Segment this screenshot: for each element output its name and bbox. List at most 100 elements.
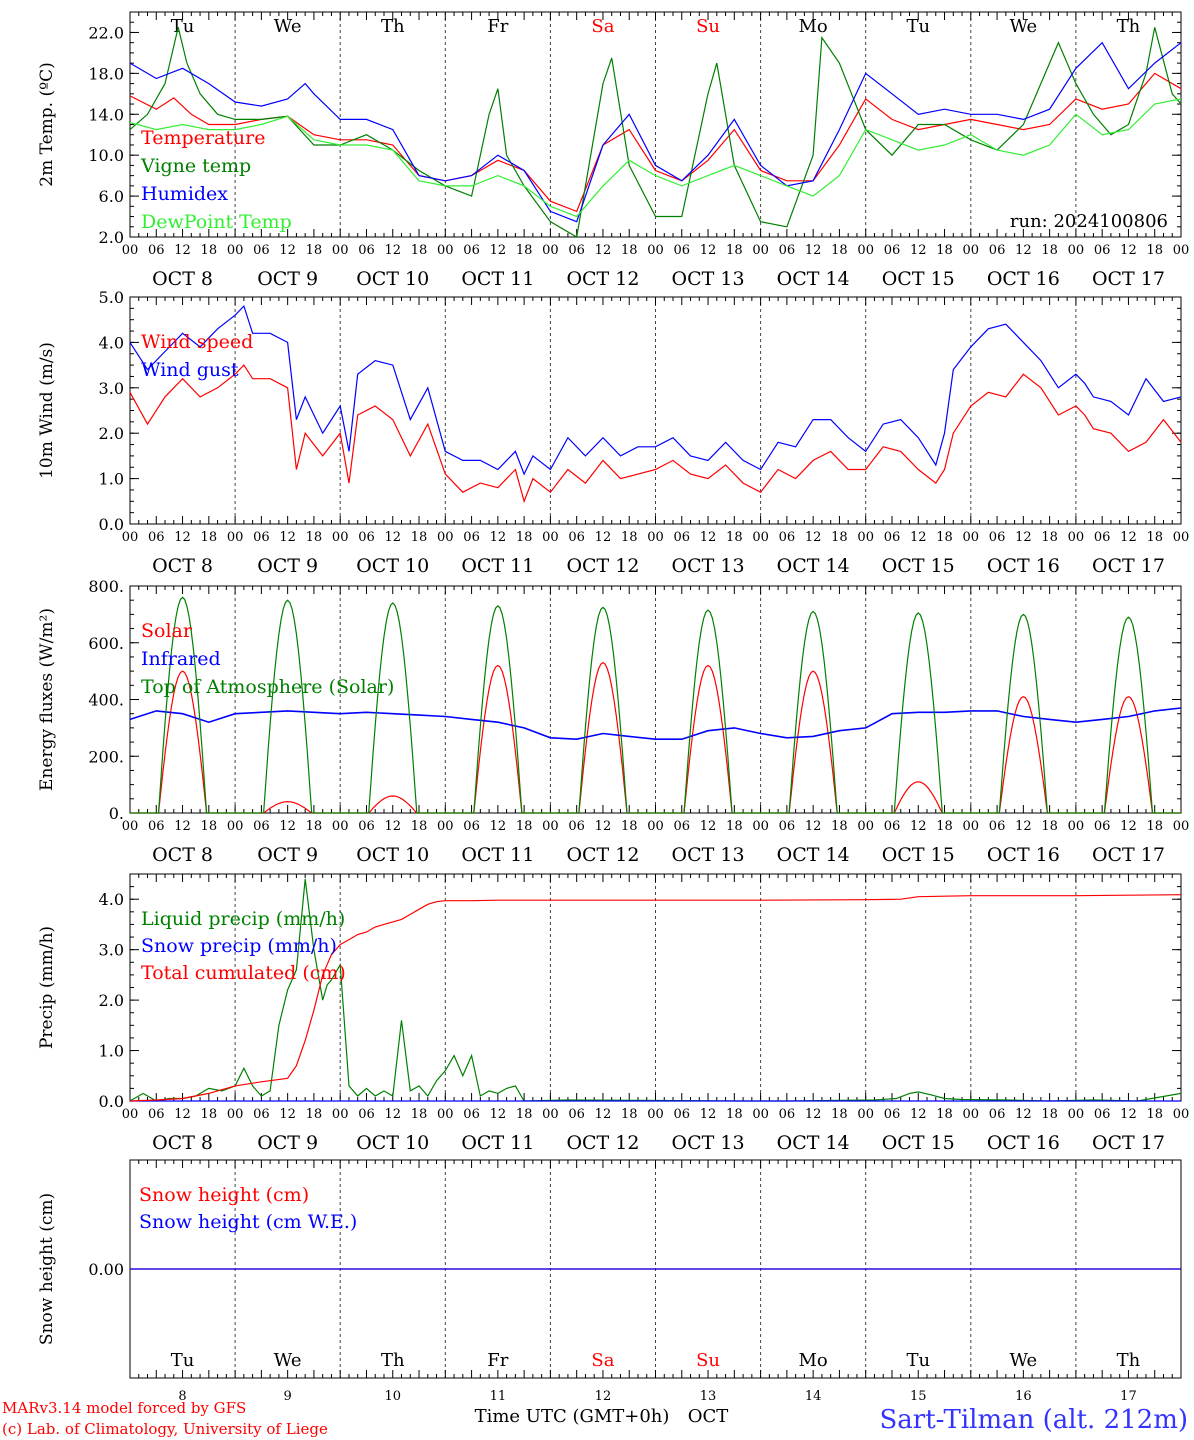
hour-tick-label: 00	[437, 530, 454, 545]
weekday-label: Mo	[799, 1350, 828, 1371]
panels: 2.0 6.0 10.0 14.0 18.0 22.0 2m Temp. (ºC) Tu We T…	[37, 11, 1189, 1404]
hour-tick-label: 00	[332, 819, 349, 834]
hour-tick-label: 12	[1120, 1107, 1137, 1122]
y-tick-label: 0.0	[99, 1092, 124, 1111]
hour-tick-label: 18	[936, 243, 953, 258]
hour-tick-label: 18	[831, 1107, 848, 1122]
hour-tick-label: 00	[122, 819, 139, 834]
hour-tick-label: 06	[989, 243, 1006, 258]
weekday-label: We	[274, 16, 302, 37]
hour-tick-label: 18	[411, 243, 428, 258]
hour-tick-label: 06	[989, 1107, 1006, 1122]
hour-tick-label: 06	[463, 243, 480, 258]
hour-tick-label: 06	[253, 1107, 270, 1122]
y-tick-label: 800.	[88, 577, 124, 596]
hour-tick-label: 06	[884, 819, 901, 834]
hour-tick-label: 00	[1173, 819, 1190, 834]
series-line	[129, 41, 1182, 223]
date-label: OCT 8	[152, 555, 213, 577]
hour-tick-label: 06	[358, 530, 375, 545]
hour-tick-label: 00	[857, 1107, 874, 1122]
hour-tick-label: 12	[174, 243, 191, 258]
legend-entry: Total cumulated (cm)	[141, 962, 346, 984]
y-tick-label: 2.0	[99, 991, 124, 1010]
y-tick-label: 22.0	[88, 23, 124, 42]
legend-entry: Snow height (cm W.E.)	[139, 1211, 357, 1233]
date-label: OCT 11	[461, 844, 534, 866]
hour-tick-label: 12	[384, 819, 401, 834]
hour-tick-label: 12	[1015, 1107, 1032, 1122]
hour-tick-label: 18	[201, 530, 218, 545]
date-label: OCT 14	[777, 555, 850, 577]
date-label: OCT 13	[672, 555, 745, 577]
date-label: OCT 11	[461, 268, 534, 290]
date-label: OCT 9	[257, 268, 318, 290]
hour-tick-label: 18	[1041, 530, 1058, 545]
date-label: OCT 11	[461, 555, 534, 577]
y-tick-label: 3.0	[99, 941, 124, 960]
y-tick-label: 3.0	[99, 379, 124, 398]
date-label: OCT 15	[882, 555, 955, 577]
date-label: OCT 17	[1092, 555, 1165, 577]
hour-tick-label: 18	[306, 1107, 323, 1122]
weekday-label: Sa	[591, 1350, 614, 1371]
hour-tick-label: 12	[490, 530, 507, 545]
date-label: OCT 17	[1092, 268, 1165, 290]
hour-tick-label: 06	[568, 243, 585, 258]
hour-tick-label: 00	[542, 243, 559, 258]
y-tick-label: 6.0	[99, 187, 124, 206]
day-number-label: 9	[284, 1389, 292, 1404]
hour-tick-label: 00	[963, 819, 980, 834]
chart-panel-3: 0. 200. 400. 600. 800. Energy fluxes (W/m²) So…	[37, 577, 1189, 866]
hour-tick-label: 18	[1041, 819, 1058, 834]
hour-tick-label: 06	[1094, 819, 1111, 834]
hour-tick-label: 06	[463, 819, 480, 834]
hour-tick-label: 00	[963, 1107, 980, 1122]
credit-line-2: (c) Lab. of Climatology, University of L…	[2, 1420, 328, 1438]
series-line	[129, 894, 1182, 1102]
weekday-label: Th	[381, 1350, 405, 1371]
hour-tick-label: 12	[1120, 530, 1137, 545]
hour-tick-label: 12	[910, 1107, 927, 1122]
hour-tick-label: 18	[306, 819, 323, 834]
hour-tick-label: 00	[647, 819, 664, 834]
hour-tick-label: 06	[779, 1107, 796, 1122]
hour-tick-label: 12	[1015, 819, 1032, 834]
hour-tick-label: 00	[227, 1107, 244, 1122]
hour-tick-label: 12	[279, 819, 296, 834]
hour-tick-label: 06	[568, 819, 585, 834]
date-label: OCT 16	[987, 1132, 1060, 1154]
hour-tick-label: 12	[595, 819, 612, 834]
y-tick-label: 4.0	[99, 890, 124, 909]
hour-tick-label: 18	[726, 1107, 743, 1122]
legend-entry: DewPoint Temp	[141, 211, 292, 233]
y-axis-label: 10m Wind (m/s)	[37, 342, 57, 479]
y-tick-label: 10.0	[88, 146, 124, 165]
date-label: OCT 14	[777, 844, 850, 866]
hour-tick-label: 00	[227, 243, 244, 258]
hour-tick-label: 00	[437, 819, 454, 834]
hour-tick-label: 00	[752, 530, 769, 545]
x-axis-month: OCT	[688, 1406, 729, 1427]
x-axis-title: Time UTC (GMT+0h)	[475, 1406, 670, 1427]
y-tick-label: 5.0	[99, 288, 124, 307]
hour-tick-label: 00	[1068, 243, 1085, 258]
date-label: OCT 14	[777, 268, 850, 290]
weekday-label: Th	[1117, 1350, 1141, 1371]
hour-tick-label: 06	[779, 530, 796, 545]
legend-entry: Snow precip (mm/h)	[141, 935, 337, 957]
hour-tick-label: 18	[936, 530, 953, 545]
hour-tick-label: 18	[726, 819, 743, 834]
hour-tick-label: 18	[516, 1107, 533, 1122]
hour-tick-label: 06	[568, 1107, 585, 1122]
day-number-label: 15	[910, 1389, 927, 1404]
weekday-label: Fr	[487, 1350, 508, 1371]
y-tick-label: 400.	[88, 691, 124, 710]
hour-tick-label: 12	[490, 819, 507, 834]
hour-tick-label: 18	[621, 1107, 638, 1122]
hour-tick-label: 00	[963, 243, 980, 258]
hour-tick-label: 12	[805, 530, 822, 545]
weekday-label: Sa	[591, 16, 614, 37]
